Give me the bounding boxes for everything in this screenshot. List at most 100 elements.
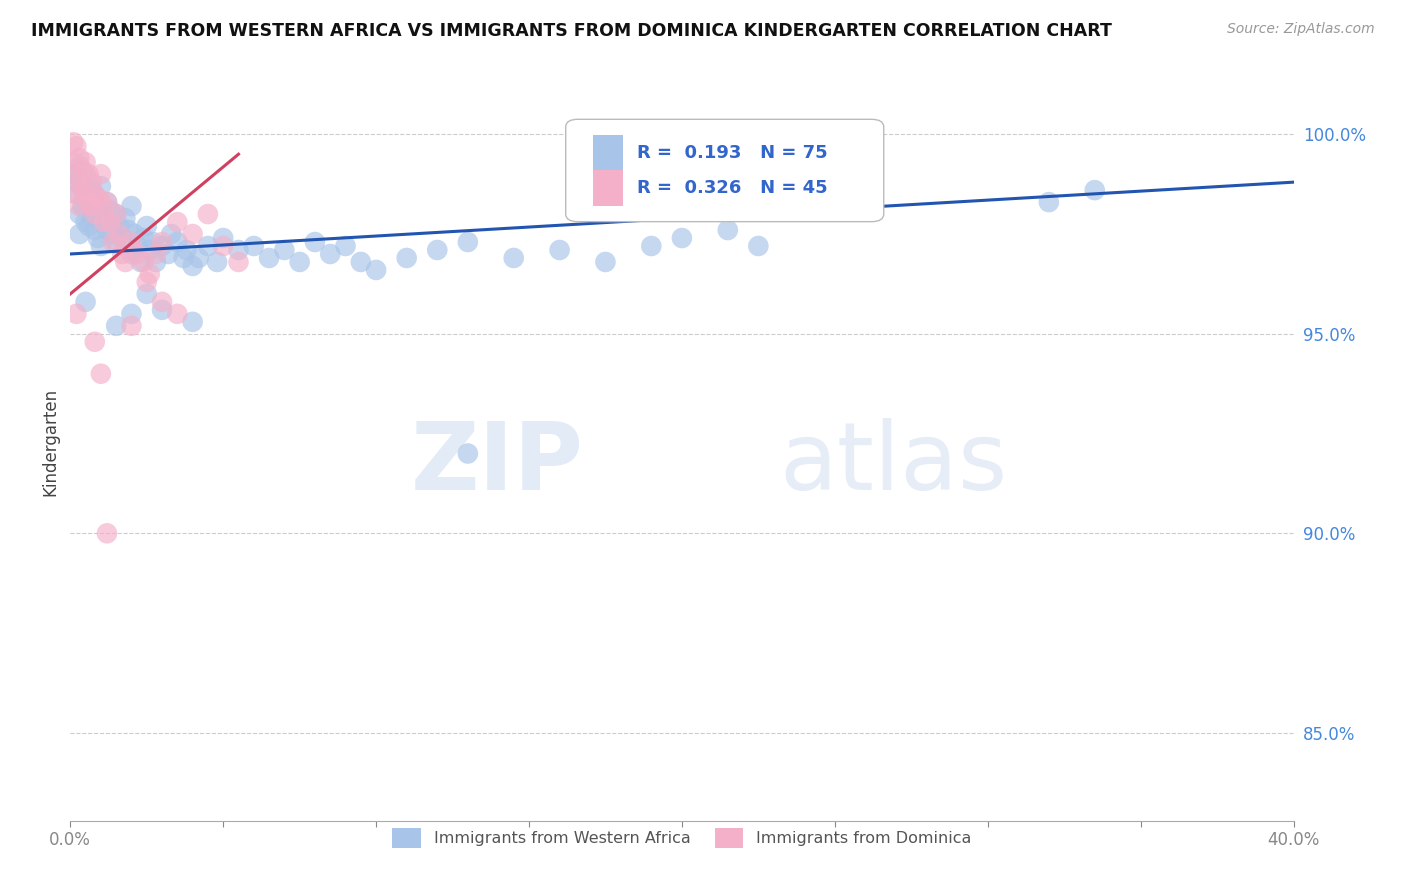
Point xyxy=(139,243,162,257)
FancyBboxPatch shape xyxy=(565,120,884,221)
Point xyxy=(121,318,143,333)
Point xyxy=(75,155,97,169)
Point xyxy=(132,231,155,245)
Point xyxy=(90,239,112,253)
Point xyxy=(77,195,100,210)
Point xyxy=(90,179,112,194)
Point xyxy=(96,195,118,210)
Point xyxy=(121,199,143,213)
Point xyxy=(69,199,91,213)
Point xyxy=(69,175,91,189)
Point xyxy=(108,227,131,241)
Point xyxy=(502,251,524,265)
Point xyxy=(166,235,188,249)
Point xyxy=(304,235,326,249)
Point xyxy=(77,219,100,233)
Point xyxy=(257,251,280,265)
Point xyxy=(72,199,94,213)
Point xyxy=(75,167,97,181)
Text: Source: ZipAtlas.com: Source: ZipAtlas.com xyxy=(1227,22,1375,37)
Point xyxy=(65,307,87,321)
Point xyxy=(80,175,103,189)
Point xyxy=(150,294,173,309)
Point xyxy=(747,239,769,253)
Point xyxy=(114,211,136,225)
Point xyxy=(65,175,87,189)
Point xyxy=(350,255,373,269)
Point xyxy=(228,255,250,269)
Point xyxy=(101,227,124,241)
Point xyxy=(114,255,136,269)
Text: R =  0.326   N = 45: R = 0.326 N = 45 xyxy=(637,179,827,197)
Point xyxy=(132,255,155,269)
Point xyxy=(98,203,121,218)
Point xyxy=(62,135,84,149)
Point xyxy=(595,255,617,269)
Point xyxy=(135,219,157,233)
Point xyxy=(457,446,479,460)
Point xyxy=(87,191,110,205)
Point xyxy=(87,231,110,245)
Point xyxy=(93,215,115,229)
Point xyxy=(181,315,204,329)
Point xyxy=(127,239,149,253)
Point xyxy=(160,227,183,241)
Text: R =  0.193   N = 75: R = 0.193 N = 75 xyxy=(637,145,827,162)
Point xyxy=(205,255,228,269)
Point xyxy=(121,307,143,321)
Point xyxy=(69,151,91,165)
Point xyxy=(72,183,94,197)
Point xyxy=(83,191,105,205)
Point xyxy=(69,207,91,221)
Point xyxy=(640,239,662,253)
Point xyxy=(72,175,94,189)
Point xyxy=(142,235,165,249)
Point xyxy=(121,235,143,249)
Point xyxy=(212,231,235,245)
Point xyxy=(181,259,204,273)
Legend: Immigrants from Western Africa, Immigrants from Dominica: Immigrants from Western Africa, Immigran… xyxy=(387,822,977,855)
Point xyxy=(65,187,87,202)
Point xyxy=(129,255,152,269)
Point xyxy=(717,223,740,237)
Point xyxy=(172,251,194,265)
Point xyxy=(75,215,97,229)
Point xyxy=(111,247,134,261)
Point xyxy=(93,211,115,225)
Point xyxy=(150,239,173,253)
Point xyxy=(83,207,105,221)
Point xyxy=(83,334,105,349)
Text: IMMIGRANTS FROM WESTERN AFRICA VS IMMIGRANTS FROM DOMINICA KINDERGARTEN CORRELAT: IMMIGRANTS FROM WESTERN AFRICA VS IMMIGR… xyxy=(31,22,1112,40)
Y-axis label: Kindergarten: Kindergarten xyxy=(41,387,59,496)
Bar xyxy=(592,170,623,206)
Point xyxy=(105,318,128,333)
Point xyxy=(98,215,121,229)
Point xyxy=(197,207,219,221)
Point xyxy=(108,219,131,233)
Point xyxy=(139,267,162,281)
Point xyxy=(1084,183,1107,197)
Point xyxy=(75,187,97,202)
Point xyxy=(243,239,266,253)
Point xyxy=(197,239,219,253)
Point xyxy=(366,263,388,277)
Point xyxy=(187,251,209,265)
Point xyxy=(77,167,100,181)
Point xyxy=(80,211,103,225)
Point xyxy=(101,235,124,249)
Point xyxy=(176,243,198,257)
Point xyxy=(181,227,204,241)
Point xyxy=(111,231,134,245)
Point xyxy=(77,195,100,210)
Point xyxy=(90,367,112,381)
Point xyxy=(62,155,84,169)
Bar xyxy=(592,136,623,171)
Point xyxy=(96,223,118,237)
Point xyxy=(228,243,250,257)
Point xyxy=(1038,195,1060,210)
Point xyxy=(288,255,311,269)
Point xyxy=(145,247,167,261)
Point xyxy=(212,239,235,253)
Point xyxy=(121,247,143,261)
Point xyxy=(80,183,103,197)
